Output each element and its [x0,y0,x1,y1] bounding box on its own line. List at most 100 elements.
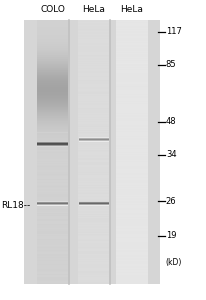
Bar [36,59,68,60]
Bar [78,35,110,36]
Bar [78,271,110,272]
Bar [116,174,148,175]
Bar [116,103,148,104]
Bar [37,92,68,93]
Bar [78,136,110,137]
Bar [36,187,68,188]
Bar [37,53,68,54]
Bar [78,183,110,184]
Bar [78,44,110,45]
Bar [37,63,68,64]
Bar [116,263,148,264]
Bar [78,169,110,170]
Bar [78,235,110,236]
Bar [116,78,148,79]
Bar [36,275,68,276]
Bar [78,100,110,101]
Bar [116,239,148,240]
Bar [36,282,68,283]
Bar [37,127,68,128]
Bar [116,265,148,266]
Bar [36,243,68,244]
Bar [78,86,110,87]
Bar [78,198,110,199]
Bar [37,54,68,55]
Bar [78,272,110,273]
Bar [37,90,68,91]
Bar [78,267,110,268]
Bar [78,224,110,225]
Bar [36,167,68,168]
Bar [78,246,110,247]
Bar [78,78,110,79]
Bar [36,246,68,247]
Bar [37,55,68,56]
Bar [37,143,68,144]
Bar [116,60,148,61]
Bar [78,91,110,92]
Bar [78,202,110,203]
Bar [36,178,68,179]
Bar [36,190,68,191]
Bar [36,150,68,151]
Bar [78,41,110,42]
Bar [116,207,148,208]
Bar [37,24,68,25]
Bar [116,151,148,152]
Bar [36,237,68,238]
Bar [37,76,68,77]
Bar [36,72,68,73]
Bar [37,126,68,127]
Bar [36,121,68,122]
Bar [116,198,148,199]
Bar [78,98,110,99]
Bar [78,156,110,157]
Bar [36,52,68,53]
Bar [36,100,68,101]
Bar [36,125,68,126]
Bar [116,262,148,263]
Bar [37,111,68,112]
Bar [116,223,148,224]
Bar [37,49,68,50]
Bar [36,79,68,80]
Bar [78,186,110,187]
Bar [116,232,148,233]
Bar [36,80,68,81]
Bar [36,77,68,78]
Bar [37,40,68,41]
Bar [116,229,148,230]
Bar [36,250,68,251]
Bar [116,231,148,232]
Bar [78,55,110,56]
Bar [78,223,110,224]
Bar [78,255,110,256]
Bar [37,122,68,123]
Bar [116,118,148,119]
Bar [78,191,110,192]
Bar [116,222,148,223]
Bar [78,177,110,178]
Bar [116,115,148,116]
Bar [37,104,68,105]
Bar [37,105,68,106]
Bar [116,136,148,137]
Bar [36,115,68,116]
Bar [78,142,110,143]
Bar [36,65,68,66]
Bar [36,188,68,189]
Bar [36,137,68,138]
Bar [37,56,68,57]
Bar [36,180,68,181]
Bar [116,23,148,24]
Bar [36,217,68,218]
Bar [36,212,68,213]
Bar [37,119,68,120]
Bar [78,20,110,21]
Bar [36,271,68,272]
Bar [116,154,148,155]
Bar [37,84,68,85]
Bar [116,144,148,145]
Bar [36,155,68,156]
Bar [36,70,68,71]
